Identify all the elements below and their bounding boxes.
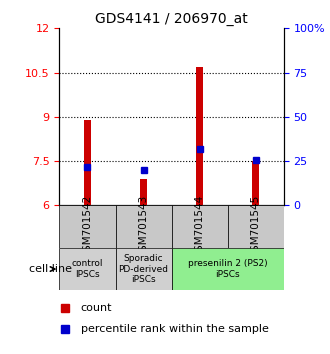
Text: GSM701545: GSM701545 bbox=[251, 195, 261, 258]
FancyBboxPatch shape bbox=[115, 248, 172, 290]
Text: control
IPSCs: control IPSCs bbox=[72, 259, 103, 279]
Text: presenilin 2 (PS2)
iPSCs: presenilin 2 (PS2) iPSCs bbox=[188, 259, 268, 279]
Title: GDS4141 / 206970_at: GDS4141 / 206970_at bbox=[95, 12, 248, 26]
Bar bbox=[252, 161, 259, 205]
Text: GSM701544: GSM701544 bbox=[195, 195, 205, 258]
FancyBboxPatch shape bbox=[115, 205, 172, 248]
Bar bbox=[84, 120, 91, 205]
FancyBboxPatch shape bbox=[228, 205, 284, 248]
FancyBboxPatch shape bbox=[172, 205, 228, 248]
Text: percentile rank within the sample: percentile rank within the sample bbox=[81, 324, 268, 334]
FancyBboxPatch shape bbox=[172, 248, 284, 290]
Bar bbox=[196, 67, 203, 205]
Text: count: count bbox=[81, 303, 112, 313]
Text: Sporadic
PD-derived
iPSCs: Sporadic PD-derived iPSCs bbox=[118, 254, 169, 284]
FancyBboxPatch shape bbox=[59, 205, 116, 248]
Text: cell line: cell line bbox=[28, 264, 72, 274]
FancyBboxPatch shape bbox=[59, 248, 116, 290]
Text: GSM701543: GSM701543 bbox=[139, 195, 148, 258]
Text: GSM701542: GSM701542 bbox=[82, 195, 92, 258]
Bar bbox=[140, 179, 147, 205]
